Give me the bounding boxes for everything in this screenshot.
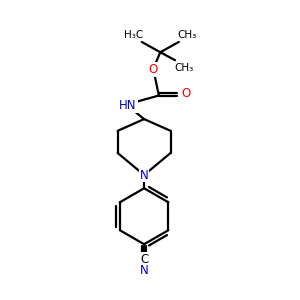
- Text: O: O: [182, 87, 191, 100]
- Text: HN: HN: [119, 99, 137, 112]
- Text: CH₃: CH₃: [174, 63, 194, 74]
- Text: O: O: [148, 63, 158, 76]
- Text: N: N: [140, 264, 148, 277]
- Text: H₃C: H₃C: [124, 31, 143, 40]
- Text: N: N: [140, 169, 148, 182]
- Text: CH₃: CH₃: [177, 31, 196, 40]
- Text: C: C: [140, 253, 148, 266]
